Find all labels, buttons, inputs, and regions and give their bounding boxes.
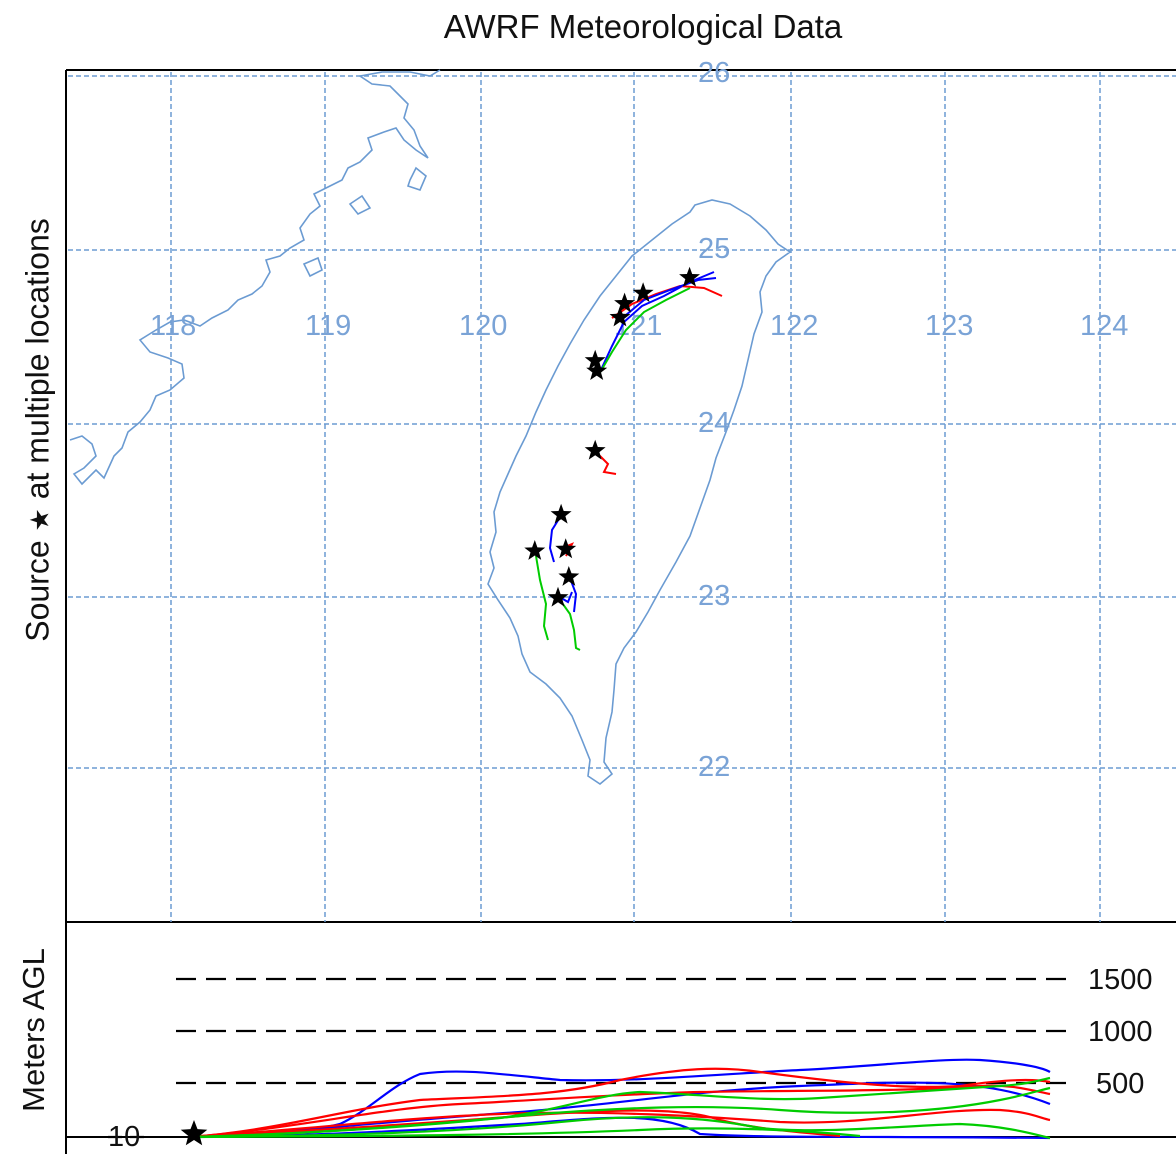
trajectory-green <box>559 599 581 651</box>
source-height-star <box>180 1120 208 1146</box>
source-star-marker <box>550 503 572 524</box>
mainland-coastline <box>69 69 441 486</box>
source-star-marker <box>555 538 577 559</box>
chart-title: AWRF Meteorological Data <box>443 8 843 45</box>
trajectory-blue <box>548 513 563 563</box>
latitude-labels: 26 25 24 23 22 <box>698 57 730 783</box>
taiwan-coastline <box>487 199 792 785</box>
mainland-coastline-detail <box>302 166 427 278</box>
height-trace-blue <box>189 1058 1051 1139</box>
source-star-marker <box>586 360 608 380</box>
trajectory-red <box>597 453 617 475</box>
trajectory-green <box>535 555 549 641</box>
height-trace-blue <box>189 1081 1051 1139</box>
source-star-marker <box>679 266 700 287</box>
map-grid <box>68 72 1176 922</box>
source-markers <box>524 266 700 607</box>
source-star-marker <box>547 586 569 607</box>
longitude-label: 118 <box>150 310 196 342</box>
source-star-marker <box>584 439 606 460</box>
height-trace-red <box>189 1108 1051 1139</box>
height-level-label: 500 <box>1096 1068 1144 1100</box>
height-trace-green <box>189 1116 1051 1140</box>
latitude-label: 22 <box>698 751 730 783</box>
height-trace-green <box>189 1127 861 1139</box>
longitude-labels: 118 119 120 121 122 123 124 <box>150 310 1128 342</box>
longitude-label: 120 <box>459 310 507 342</box>
latitude-label: 25 <box>698 233 730 265</box>
latitude-label: 26 <box>698 57 730 89</box>
latitude-label: 24 <box>698 407 730 439</box>
source-height-marker <box>180 1120 208 1146</box>
source-star-marker <box>614 292 635 313</box>
source-star-marker <box>584 349 606 370</box>
source-star-marker <box>558 566 580 586</box>
height-level-label: 1500 <box>1088 964 1153 996</box>
map-panel <box>65 69 1176 1154</box>
source-star-marker <box>632 282 654 303</box>
longitude-label: 124 <box>1080 310 1128 342</box>
height-level-label: 1000 <box>1088 1016 1153 1048</box>
source-star-marker <box>524 540 546 560</box>
trajectory-blue <box>619 277 717 321</box>
trajectory-green <box>597 287 691 377</box>
source-star-marker <box>609 306 631 327</box>
longitude-label: 123 <box>925 310 973 342</box>
height-trace-red <box>189 1067 1051 1139</box>
height-trace-green <box>189 1086 1051 1139</box>
height-panel: 1500 1000 500 10 <box>66 964 1176 1153</box>
longitude-label: 122 <box>770 310 818 342</box>
latitude-label: 23 <box>698 580 730 612</box>
longitude-label: 119 <box>305 310 351 342</box>
source-height-label: 10 <box>108 1121 140 1153</box>
